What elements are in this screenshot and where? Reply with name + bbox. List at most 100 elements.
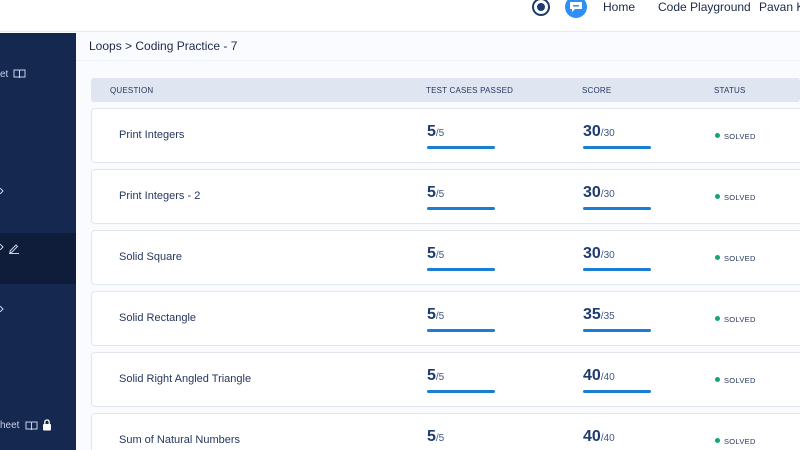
- score: 30/30: [583, 123, 651, 149]
- total-count: /5: [435, 128, 445, 139]
- table-row[interactable]: Sum of Natural Numbers 5/5 40/40 SOLVED: [91, 413, 800, 450]
- status-badge: SOLVED: [715, 132, 756, 141]
- status-badge: SOLVED: [715, 376, 756, 385]
- passed-count: 5: [427, 306, 436, 323]
- nav-code-playground-link[interactable]: Code Playground: [658, 0, 751, 14]
- passed-count: 5: [427, 428, 436, 445]
- progress-fill: [583, 390, 651, 393]
- score-progress-bar: [583, 329, 651, 332]
- progress-fill: [583, 207, 651, 210]
- ccbp-logo-icon[interactable]: [532, 0, 550, 16]
- progress-fill: [427, 207, 495, 210]
- score-value: 30: [583, 123, 601, 140]
- status-label: SOLVED: [724, 315, 756, 324]
- column-header-question: QUESTION: [110, 86, 154, 95]
- passed-count: 5: [427, 123, 436, 140]
- passed-count: 5: [427, 184, 436, 201]
- test-cases-progress-bar: [427, 146, 495, 149]
- question-title[interactable]: Solid Right Angled Triangle: [119, 373, 252, 385]
- progress-fill: [583, 268, 651, 271]
- table-row[interactable]: Solid Square 5/5 30/30 SOLVED: [91, 230, 800, 285]
- score-progress-bar: [583, 268, 651, 271]
- status-label: SOLVED: [724, 254, 756, 263]
- test-cases-progress-bar: [427, 390, 495, 393]
- score-max: /30: [600, 189, 615, 200]
- question-title[interactable]: Print Integers: [119, 129, 185, 141]
- score: 35/35: [583, 306, 651, 332]
- progress-fill: [427, 146, 495, 149]
- nav-home-link[interactable]: Home: [603, 0, 636, 14]
- divider: [76, 60, 800, 61]
- status-dot-icon: [715, 255, 720, 260]
- book-icon[interactable]: [13, 69, 26, 79]
- test-cases-passed: 5/5: [427, 123, 495, 149]
- total-count: /5: [435, 433, 445, 444]
- sidebar-marker-icon: [0, 306, 4, 312]
- score-value: 35: [583, 306, 601, 323]
- sidebar-active-marker-icon: [0, 244, 4, 250]
- column-header-score: SCORE: [582, 86, 612, 95]
- edit-icon[interactable]: [8, 242, 20, 254]
- status-label: SOLVED: [724, 437, 756, 446]
- question-title[interactable]: Solid Square: [119, 251, 182, 263]
- passed-count: 5: [427, 367, 436, 384]
- column-header-test-cases: TEST CASES PASSED: [426, 86, 514, 95]
- test-cases-progress-bar: [427, 329, 495, 332]
- status-dot-icon: [715, 438, 720, 443]
- question-title[interactable]: Print Integers - 2: [119, 190, 201, 202]
- sidebar-item-active[interactable]: [0, 233, 76, 284]
- sidebar-marker-icon: [0, 188, 4, 194]
- table-row[interactable]: Solid Rectangle 5/5 35/35 SOLVED: [91, 291, 800, 346]
- book-icon[interactable]: [25, 421, 38, 431]
- total-count: /5: [435, 372, 445, 383]
- score-max: /40: [600, 372, 615, 383]
- status-badge: SOLVED: [715, 437, 756, 446]
- question-title[interactable]: Solid Rectangle: [119, 312, 197, 324]
- score-progress-bar: [583, 207, 651, 210]
- status-dot-icon: [715, 316, 720, 321]
- table-row[interactable]: Print Integers 5/5 30/30 SOLVED: [91, 108, 800, 163]
- table-header: QUESTION TEST CASES PASSED SCORE STATUS: [91, 78, 800, 102]
- score-max: /30: [600, 128, 615, 139]
- test-cases-passed: 5/5: [427, 428, 444, 446]
- column-header-status: STATUS: [714, 86, 746, 95]
- progress-fill: [583, 329, 651, 332]
- score-value: 40: [583, 428, 601, 445]
- test-cases-passed: 5/5: [427, 367, 495, 393]
- score-value: 40: [583, 367, 601, 384]
- sidebar-item-cheat-sheet-label[interactable]: et: [0, 69, 9, 80]
- progress-fill: [427, 390, 495, 393]
- status-label: SOLVED: [724, 193, 756, 202]
- score-progress-bar: [583, 146, 651, 149]
- test-cases-progress-bar: [427, 268, 495, 271]
- test-cases-passed: 5/5: [427, 306, 495, 332]
- sidebar-item-cheat-sheet-2-label[interactable]: heet: [0, 420, 20, 431]
- status-dot-icon: [715, 133, 720, 138]
- status-label: SOLVED: [724, 376, 756, 385]
- status-dot-icon: [715, 194, 720, 199]
- passed-count: 5: [427, 245, 436, 262]
- test-cases-progress-bar: [427, 207, 495, 210]
- status-badge: SOLVED: [715, 315, 756, 324]
- top-navbar: Home Code Playground Pavan K: [0, 0, 800, 32]
- breadcrumb[interactable]: Loops > Coding Practice - 7: [89, 39, 238, 53]
- score-max: /30: [600, 250, 615, 261]
- table-row[interactable]: Print Integers - 2 5/5 30/30 SOLVED: [91, 169, 800, 224]
- total-count: /5: [435, 250, 445, 261]
- score-max: /35: [600, 311, 615, 322]
- status-dot-icon: [715, 377, 720, 382]
- test-cases-passed: 5/5: [427, 184, 495, 210]
- progress-fill: [427, 329, 495, 332]
- score-value: 30: [583, 184, 601, 201]
- user-name[interactable]: Pavan K: [759, 0, 800, 14]
- question-title[interactable]: Sum of Natural Numbers: [119, 434, 241, 446]
- sidebar: et heet: [0, 33, 76, 450]
- score: 40/40: [583, 428, 615, 446]
- chat-icon[interactable]: [565, 0, 587, 18]
- progress-fill: [583, 146, 651, 149]
- table-row[interactable]: Solid Right Angled Triangle 5/5 40/40 SO…: [91, 352, 800, 407]
- progress-fill: [427, 268, 495, 271]
- status-label: SOLVED: [724, 132, 756, 141]
- total-count: /5: [435, 311, 445, 322]
- status-badge: SOLVED: [715, 193, 756, 202]
